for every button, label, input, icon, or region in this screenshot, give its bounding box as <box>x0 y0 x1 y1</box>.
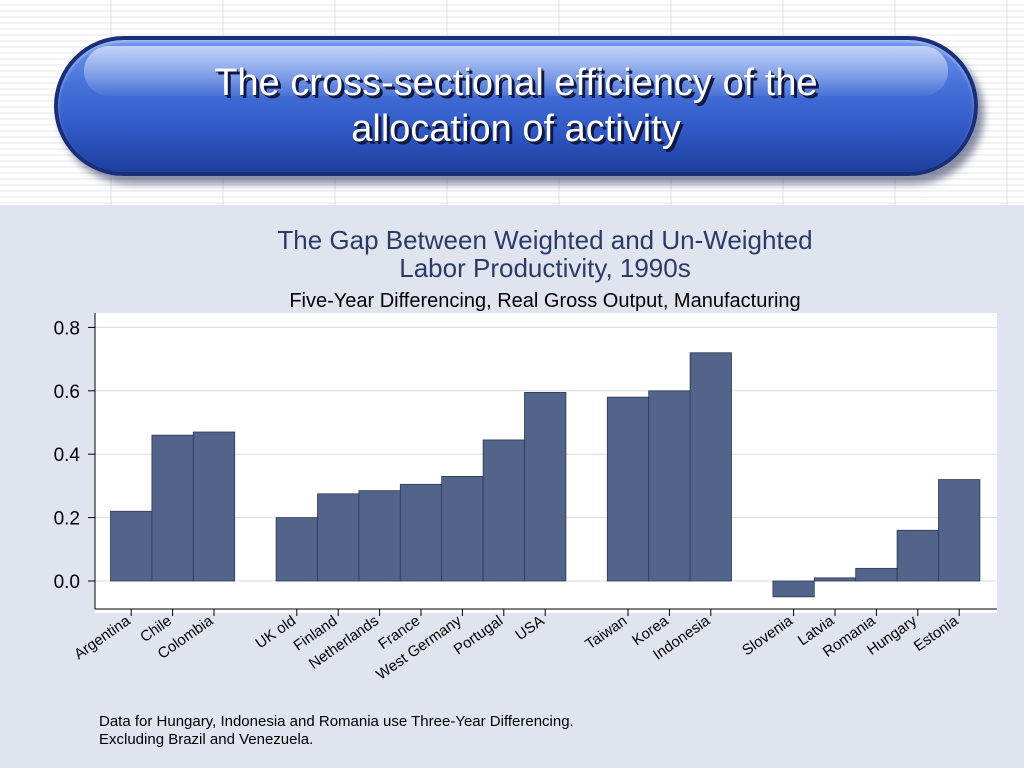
x-tick-label: Argentina <box>71 612 134 663</box>
bar-chart: The Gap Between Weighted and Un-Weighted… <box>54 225 997 683</box>
bar-estonia <box>938 479 981 582</box>
chart-notes: Data for Hungary, Indonesia and Romania … <box>99 713 574 749</box>
bar-taiwan <box>606 396 650 582</box>
bar-hungary <box>896 529 939 582</box>
y-tick-label: 0.0 <box>54 572 80 593</box>
bar-chile <box>151 434 194 582</box>
bar-slovenia <box>772 580 815 598</box>
bar-romania <box>855 567 898 582</box>
slide-title-line-1: The cross-sectional efficiency of the <box>214 62 818 104</box>
x-tick-label: Taiwan <box>582 612 630 653</box>
bars <box>110 352 981 598</box>
note-line-1: Data for Hungary, Indonesia and Romania … <box>99 713 574 730</box>
note-line-2: Excluding Brazil and Venezuela. <box>99 731 314 748</box>
y-tick-label: 0.6 <box>54 382 80 403</box>
title-gloss <box>84 46 948 96</box>
bar-usa <box>524 391 567 582</box>
chart-title-line-1: The Gap Between Weighted and Un-Weighted <box>277 225 812 255</box>
bar-argentina <box>110 510 153 582</box>
y-tick-label: 0.8 <box>54 318 80 339</box>
x-tick-label: Slovenia <box>739 612 796 659</box>
bar-france <box>399 483 443 582</box>
bar-finland <box>317 493 360 582</box>
y-axis-ticks: 0.0 0.2 0.4 0.6 0.8 <box>54 318 95 593</box>
x-tick-label: UK old <box>252 612 299 652</box>
chart-subtitle: Five-Year Differencing, Real Gross Outpu… <box>289 290 800 312</box>
bar-netherlands <box>358 490 401 582</box>
x-tick-label: USA <box>512 612 547 644</box>
chart-title-line-2: Labor Productivity, 1990s <box>399 253 690 283</box>
bar-korea <box>648 390 691 582</box>
bar-latvia <box>813 577 857 582</box>
bar-west-germany <box>441 475 484 582</box>
y-tick-label: 0.4 <box>54 445 81 466</box>
bar-indonesia <box>689 352 732 582</box>
bar-uk-old <box>275 517 318 582</box>
x-tick-label: Estonia <box>911 612 962 655</box>
slide-title: The cross-sectional efficiency of the al… <box>98 60 934 152</box>
y-tick-label: 0.2 <box>54 509 80 530</box>
bar-portugal <box>482 439 525 582</box>
slide-title-line-2: allocation of activity <box>351 108 681 150</box>
slide-title-banner: The cross-sectional efficiency of the al… <box>54 36 978 176</box>
bar-colombia <box>192 431 236 582</box>
